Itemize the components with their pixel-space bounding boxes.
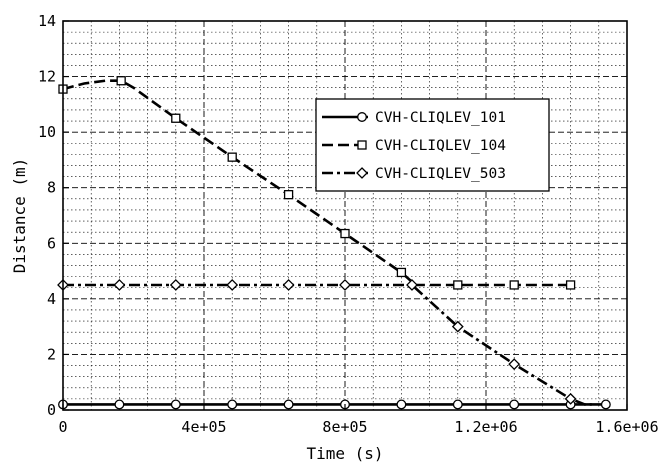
data-point	[339, 279, 351, 291]
y-tick-label: 6	[47, 234, 56, 252]
data-point	[282, 279, 295, 291]
x-tick-label: 8e+05	[322, 418, 367, 436]
data-point	[171, 113, 181, 123]
legend-marker	[356, 167, 368, 179]
series-CVH-CLIQLEV_503	[57, 279, 592, 406]
data-point	[283, 399, 294, 410]
data-point	[564, 392, 577, 405]
y-tick-label: 2	[47, 345, 56, 363]
data-point	[227, 152, 237, 162]
data-point	[340, 228, 350, 239]
legend-label: CVH-CLIQLEV_104	[375, 138, 506, 154]
legend-label: CVH-CLIQLEV_101	[375, 110, 506, 126]
data-point	[453, 280, 463, 290]
data-point	[227, 399, 238, 410]
data-point	[565, 280, 576, 290]
x-axis-label: Time (s)	[306, 444, 383, 463]
y-axis-label: Distance (m)	[10, 158, 29, 274]
data-point	[508, 358, 521, 371]
data-point	[600, 399, 611, 410]
data-point	[169, 279, 182, 291]
y-tick-label: 0	[47, 401, 56, 419]
series-CVH-CLIQLEV_101	[58, 399, 611, 410]
grid	[63, 21, 627, 410]
data-point	[396, 267, 407, 278]
x-tick-label: 1.6e+06	[595, 418, 658, 436]
y-tick-label: 10	[38, 123, 56, 141]
data-point	[452, 399, 463, 410]
series-line	[63, 283, 592, 406]
data-point	[170, 399, 181, 410]
data-point	[116, 76, 126, 86]
data-point	[114, 399, 125, 410]
data-point	[113, 279, 126, 291]
y-tick-label: 14	[38, 12, 56, 30]
x-tick-label: 0	[58, 418, 67, 436]
y-tick-label: 8	[47, 179, 56, 197]
legend-entry: CVH-CLIQLEV_503	[322, 166, 506, 182]
data-point	[406, 279, 418, 291]
legend-marker	[357, 112, 367, 122]
legend: CVH-CLIQLEV_101 CVH-CLIQLEV_104 CVH-CLIQLE…	[315, 98, 550, 192]
series-line	[62, 79, 571, 287]
y-tick-label: 4	[47, 290, 56, 308]
data-point	[509, 280, 519, 290]
y-tick-label: 12	[38, 68, 56, 86]
data-point	[283, 190, 294, 200]
legend-entry: CVH-CLIQLEV_101	[322, 110, 506, 126]
data-point	[396, 399, 407, 410]
legend-marker	[357, 140, 367, 150]
data-point	[226, 279, 239, 291]
x-tick-label: 1.2e+06	[454, 418, 517, 436]
x-tick-label: 4e+05	[181, 418, 226, 436]
data-point	[509, 399, 520, 410]
data-point	[451, 320, 464, 333]
axis-ticks: 0 4e+05 8e+05 1.2e+06 1.6e+06 0 2 4 6 8 10 12 14	[38, 12, 659, 436]
legend-label: CVH-CLIQLEV_503	[375, 166, 506, 182]
legend-entry: CVH-CLIQLEV_104	[322, 138, 506, 154]
